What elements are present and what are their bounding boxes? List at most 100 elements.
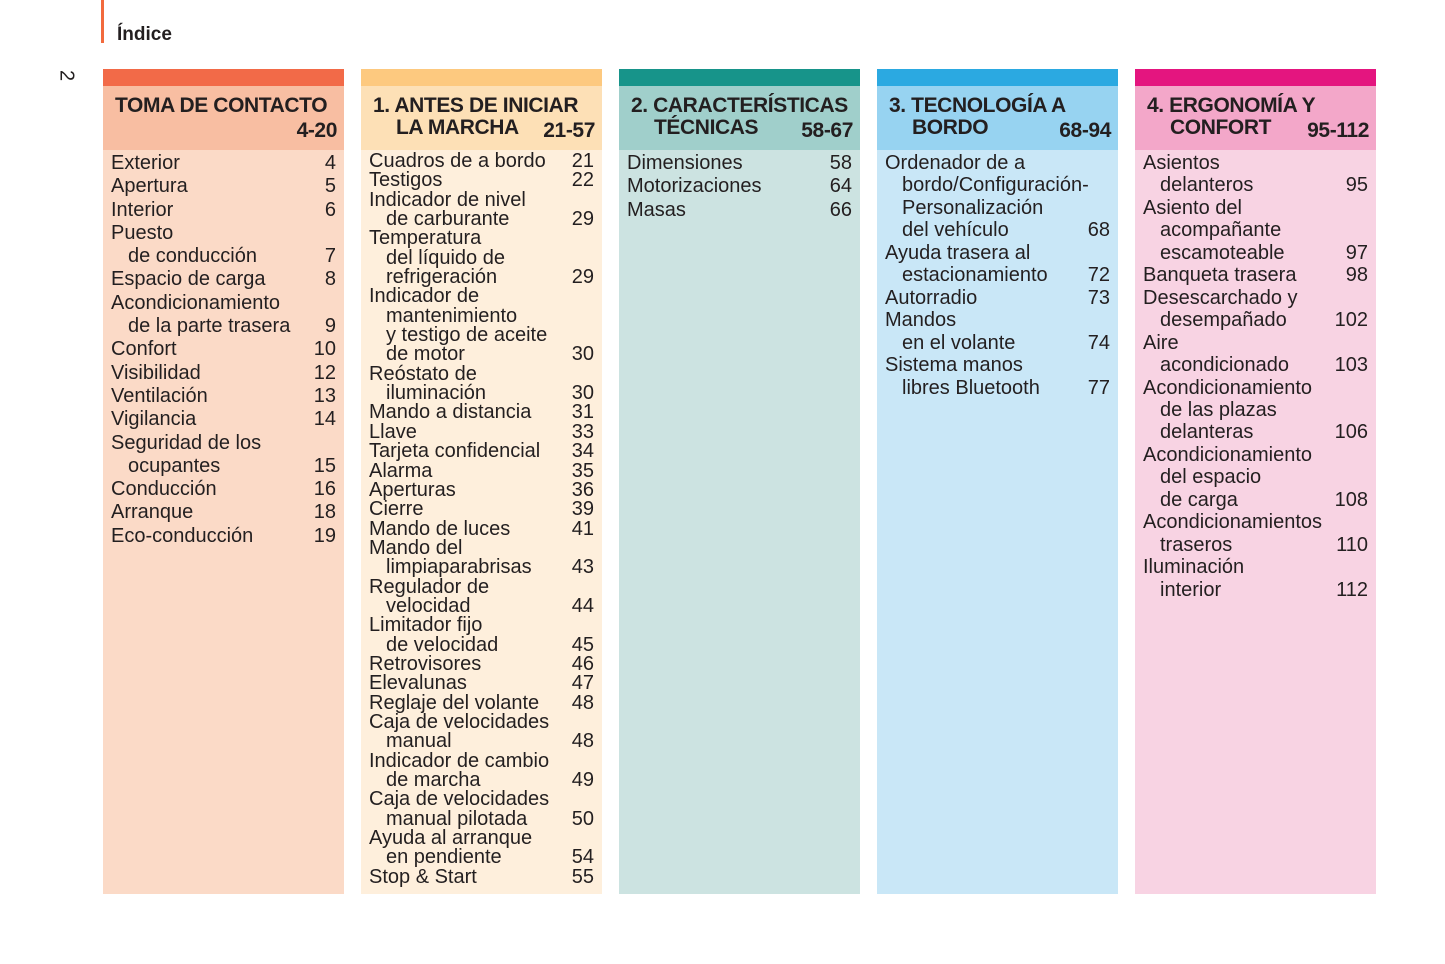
toc-column: 2. CARACTERÍSTICAS TÉCNICAS 58-67 Dimension… xyxy=(619,69,860,894)
entry-label: acondicionado xyxy=(1160,354,1289,377)
toc-entry: Vigilancia 14 xyxy=(111,408,336,431)
toc-entry: Reóstato de iluminación 30 xyxy=(369,364,594,405)
entry-label: Banqueta trasera xyxy=(1143,264,1297,287)
entry-label: Mando del xyxy=(369,536,463,559)
entry-list: Cuadros de a bordo 21 Testigos 22 Indicador … xyxy=(361,150,602,894)
toc-entry: Seguridad de los ocupantes 15 xyxy=(111,432,336,479)
entry-label: bordo/Configuración- xyxy=(902,174,1089,197)
entry-label: Mando de luces xyxy=(369,517,511,540)
entry-page: 73 xyxy=(1087,286,1110,309)
toc-entry: Regulador de velocidad 44 xyxy=(369,576,594,617)
toc-entry: Mando del limpiaparabrisas 43 xyxy=(369,536,594,579)
section-title: 2. CARACTERÍSTICAS xyxy=(631,94,848,117)
entry-label: Reglaje del volante xyxy=(369,691,540,714)
section-header: 4. ERGONOMÍA Y CONFORT 95-112 xyxy=(1135,86,1376,150)
toc-entry: Conducción 16 xyxy=(111,478,336,501)
entry-label: y testigo de aceite xyxy=(386,324,548,347)
entry-label: de velocidad xyxy=(386,633,499,656)
entry-label: iluminación xyxy=(386,382,487,405)
entry-label: de carburante xyxy=(386,208,510,231)
entry-label: Aperturas xyxy=(369,478,456,501)
entry-page: 30 xyxy=(571,382,594,405)
entry-label: Dimensiones xyxy=(627,152,743,174)
entry-page: 72 xyxy=(1087,264,1110,287)
entry-label: del líquido de xyxy=(386,246,505,269)
toc-entry: Interior 6 xyxy=(111,199,336,222)
toc-entry: Elevalunas 47 xyxy=(369,673,594,693)
entry-list: Ordenador de a bordo/Configuración- Person… xyxy=(877,150,1118,894)
entry-label: Caja de velocidades xyxy=(369,788,550,811)
section-header: 3. TECNOLOGÍA A BORDO 68-94 xyxy=(877,86,1118,150)
entry-label: Limitador fijo xyxy=(369,614,483,637)
entry-page: 98 xyxy=(1345,264,1368,287)
toc-entry: Iluminación interior 112 xyxy=(1143,556,1368,601)
entry-page: 49 xyxy=(571,769,594,791)
entry-page: 21 xyxy=(571,150,594,172)
entry-label: Stop & Start xyxy=(369,865,477,888)
entry-label: Desescarchado y xyxy=(1143,286,1298,309)
entry-page: 22 xyxy=(571,169,594,192)
toc-entry: Reglaje del volante 48 xyxy=(369,691,594,714)
toc-entry: Testigos 22 xyxy=(369,169,594,192)
entry-label: Puesto xyxy=(111,221,174,244)
entry-list: Dimensiones 58 Motorizaciones 64 Masas 66 xyxy=(619,150,860,894)
entry-page: 103 xyxy=(1334,354,1368,377)
toc-entry: Aire acondicionado 103 xyxy=(1143,332,1368,377)
section-header: TOMA DE CONTACTO 4-20 xyxy=(103,86,344,150)
entry-label: Motorizaciones xyxy=(627,175,762,198)
section-title: 4. ERGONOMÍA Y xyxy=(1147,94,1316,117)
toc-entry: Masas 66 xyxy=(627,199,852,222)
entry-label: Apertura xyxy=(111,175,188,198)
entry-label: Asientos xyxy=(1143,152,1220,174)
entry-label: Vigilancia xyxy=(111,408,197,431)
entry-label: limpiaparabrisas xyxy=(386,556,532,579)
toc-entry: Asiento del acompañante escamoteable 97 xyxy=(1143,197,1368,264)
toc-entry: Visibilidad 12 xyxy=(111,362,336,385)
entry-page: 33 xyxy=(571,420,594,443)
toc-entry: Mando de luces 41 xyxy=(369,517,594,540)
entry-label: Confort xyxy=(111,338,177,361)
entry-label: del vehículo xyxy=(902,219,1009,242)
entry-page: 54 xyxy=(571,846,594,869)
page-range: 68-94 xyxy=(1059,119,1111,142)
toc-entry: Asientos delanteros 95 xyxy=(1143,152,1368,197)
entry-label: Eco-conducción xyxy=(111,524,254,547)
entry-page: 112 xyxy=(1336,578,1368,601)
entry-label: Acondicionamiento xyxy=(1143,443,1312,466)
entry-label: Asiento del xyxy=(1143,196,1242,219)
entry-page: 35 xyxy=(571,459,594,482)
toc-entry: Ayuda al arranque en pendiente 54 xyxy=(369,827,594,869)
entry-page: 108 xyxy=(1334,488,1368,511)
entry-label: Llave xyxy=(369,420,417,443)
entry-page: 30 xyxy=(571,343,594,366)
entry-page: 77 xyxy=(1087,376,1110,399)
entry-page: 66 xyxy=(829,198,852,221)
entry-label: Personalización xyxy=(902,196,1044,219)
entry-label: Iluminación xyxy=(1143,556,1245,579)
toc-entry: Temperatura del líquido de refrigeración 29 xyxy=(369,228,594,287)
entry-page: 68 xyxy=(1087,219,1110,242)
toc-entry: Limitador fijo de velocidad 45 xyxy=(369,614,594,656)
entry-label: Masas xyxy=(627,198,686,221)
section-header: 2. CARACTERÍSTICAS TÉCNICAS 58-67 xyxy=(619,86,860,150)
entry-label: manual pilotada xyxy=(386,807,528,830)
page-number: 2 xyxy=(55,69,78,82)
toc-entry: Acondicionamiento de la parte trasera 9 xyxy=(111,292,336,339)
toc-entry: Stop & Start 55 xyxy=(369,865,594,888)
entry-label: Ordenador de a xyxy=(885,152,1026,174)
toc-entry: Autorradio 73 xyxy=(885,287,1110,309)
entry-label: Ayuda al arranque xyxy=(369,827,533,850)
entry-page: 34 xyxy=(571,440,594,463)
entry-page: 12 xyxy=(313,361,336,384)
toc-entry: Indicador de mantenimiento y testigo de ac… xyxy=(369,286,594,366)
entry-label: Alarma xyxy=(369,459,433,482)
toc-entry: Cierre 39 xyxy=(369,499,594,519)
entry-label: velocidad xyxy=(386,594,471,617)
entry-label: traseros xyxy=(1160,533,1233,556)
entry-page: 29 xyxy=(571,208,594,231)
entry-label: Acondicionamiento xyxy=(1143,376,1312,399)
page-title: Índice xyxy=(117,24,172,45)
color-strip xyxy=(1135,69,1376,86)
header-bar xyxy=(101,0,104,43)
